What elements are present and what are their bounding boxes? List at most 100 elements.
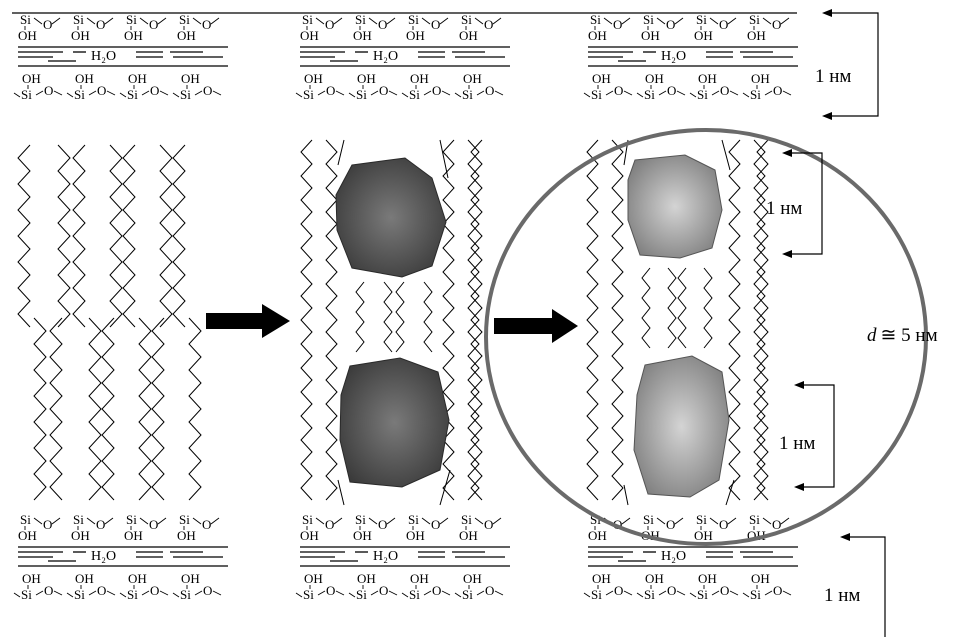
- hydroxyl-group: OH: [592, 71, 611, 86]
- bridging-oxygen: O: [773, 583, 782, 598]
- si-atom: Si: [462, 87, 473, 102]
- top-bracket-arrowhead-upper: [822, 9, 832, 17]
- alkyl-chain: [623, 139, 735, 506]
- alkyl-chain: [325, 139, 338, 501]
- bridging-oxygen: O: [484, 517, 493, 532]
- si-atom: Si: [302, 512, 313, 527]
- o-si-bond: [386, 17, 396, 25]
- si-o-bond: [194, 90, 203, 96]
- alkyl-chain: [423, 281, 433, 353]
- si-o-bond: [66, 92, 74, 98]
- hydroxyl-group: OH: [641, 28, 660, 43]
- particle-lower-size-label: 1 нм: [779, 433, 815, 454]
- o-si-bond: [210, 517, 220, 525]
- si-o-bond: [172, 92, 180, 98]
- o-si-bond: [388, 590, 398, 596]
- alkyl-chain: [611, 139, 624, 501]
- hydroxyl-group: OH: [747, 28, 766, 43]
- si-o-bond: [454, 592, 462, 598]
- o-si-bond: [335, 590, 345, 596]
- si-o-bond: [401, 92, 409, 98]
- alkyl-chain: [122, 144, 136, 328]
- si-atom: Si: [303, 587, 314, 602]
- si-atom: Si: [643, 512, 654, 527]
- bridging-oxygen: O: [379, 583, 388, 598]
- si-o-bond: [172, 592, 180, 598]
- o-si-bond: [782, 90, 792, 96]
- hydroxyl-group: OH: [459, 28, 478, 43]
- particle-upper-arrowhead-lower: [782, 250, 792, 258]
- si-o-bond: [192, 17, 202, 25]
- alkyl-chain: [88, 317, 102, 501]
- alkyl-chain: [395, 281, 405, 353]
- si-o-bond: [583, 592, 591, 598]
- bottom-layer-thickness-label: 1 нм: [824, 585, 860, 606]
- si-atom: Si: [749, 12, 760, 27]
- si-o-bond: [605, 90, 614, 96]
- si-atom: Si: [180, 587, 191, 602]
- si-o-bond: [139, 517, 149, 525]
- si-atom: Si: [462, 587, 473, 602]
- hydroxyl-group: OH: [353, 28, 372, 43]
- si-atom: Si: [408, 12, 419, 27]
- bridging-oxygen: O: [720, 83, 729, 98]
- si-atom: Si: [461, 512, 472, 527]
- alkyl-chain: [159, 144, 173, 328]
- si-atom: Si: [356, 587, 367, 602]
- bridging-oxygen: O: [97, 83, 106, 98]
- hydroxyl-group: OH: [300, 528, 319, 543]
- micelle-boundary-circle: [484, 128, 928, 546]
- hydroxyl-group: OH: [592, 571, 611, 586]
- bridging-oxygen: O: [43, 17, 52, 32]
- nanoparticle-light-upper: [627, 154, 723, 259]
- diameter-variable: d: [867, 325, 877, 346]
- si-o-bond: [689, 92, 697, 98]
- alkyl-chain: [470, 139, 483, 501]
- alkyl-chain: [667, 267, 677, 349]
- bridging-oxygen: O: [772, 17, 781, 32]
- o-si-bond: [621, 517, 631, 525]
- o-si-bond: [157, 517, 167, 525]
- alkyl-chain: [677, 267, 687, 349]
- si-o-bond: [141, 590, 150, 596]
- si-o-bond: [88, 590, 97, 596]
- o-si-bond: [106, 590, 116, 596]
- bridging-oxygen: O: [325, 517, 334, 532]
- o-si-bond: [51, 17, 61, 25]
- o-si-bond: [333, 517, 343, 525]
- si-o-bond: [86, 17, 96, 25]
- bridging-oxygen: O: [202, 517, 211, 532]
- bridging-oxygen: O: [326, 83, 335, 98]
- o-si-bond: [106, 90, 116, 96]
- o-si-bond: [729, 590, 739, 596]
- bridging-oxygen: O: [485, 583, 494, 598]
- alkyl-chain: [17, 144, 31, 328]
- particle-upper-size-label: 1 нм: [766, 198, 802, 219]
- hydroxyl-group: OH: [588, 28, 607, 43]
- bridging-oxygen: O: [666, 17, 675, 32]
- top-bracket-arrowhead-lower: [822, 112, 832, 120]
- o-si-bond: [439, 17, 449, 25]
- si-atom: Si: [750, 87, 761, 102]
- bridging-oxygen: O: [666, 517, 675, 532]
- hydroxyl-group: OH: [459, 528, 478, 543]
- si-atom: Si: [302, 12, 313, 27]
- bridging-oxygen: O: [720, 583, 729, 598]
- si-atom: Si: [179, 512, 190, 527]
- o-si-bond: [104, 17, 114, 25]
- hydroxyl-group: OH: [181, 571, 200, 586]
- si-o-bond: [636, 592, 644, 598]
- hydroxyl-group: OH: [463, 71, 482, 86]
- si-atom: Si: [408, 512, 419, 527]
- o-si-bond: [727, 17, 737, 25]
- si-atom: Si: [73, 512, 84, 527]
- alkyl-chain: [109, 144, 123, 328]
- water-label: H₂O: [661, 549, 686, 564]
- o-si-bond: [335, 90, 345, 96]
- o-si-bond: [333, 17, 343, 25]
- si-atom: Si: [20, 12, 31, 27]
- si-o-bond: [423, 590, 432, 596]
- si-o-bond: [711, 590, 720, 596]
- bridging-oxygen: O: [484, 17, 493, 32]
